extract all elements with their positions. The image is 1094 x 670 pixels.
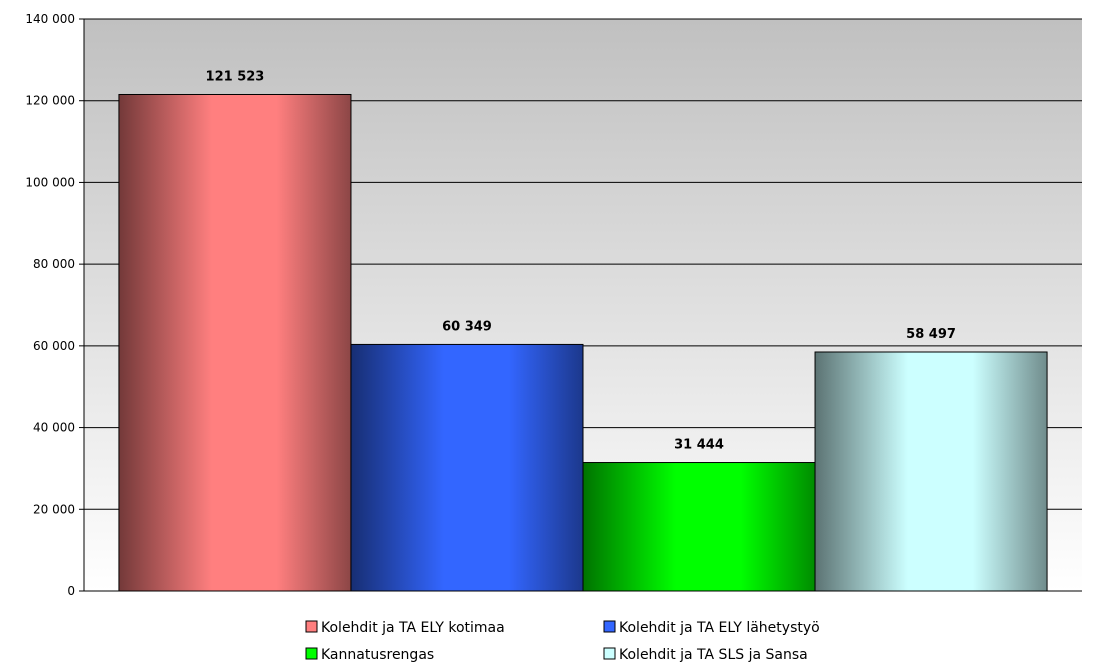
data-label: 121 523 [206, 69, 265, 84]
legend-label: Kannatusrengas [321, 647, 434, 663]
bar-2 [350, 343, 584, 592]
y-tick-label: 80 000 [33, 257, 75, 271]
y-tick-label: 60 000 [33, 339, 75, 353]
y-tick-label: 120 000 [25, 94, 75, 108]
bar-4 [814, 351, 1048, 592]
data-label: 60 349 [442, 319, 492, 334]
bar-3 [582, 462, 816, 592]
y-tick-label: 100 000 [25, 175, 75, 189]
legend-swatch [305, 647, 318, 660]
legend-label: Kolehdit ja TA ELY kotimaa [321, 620, 505, 636]
bar-1 [118, 93, 352, 592]
data-label: 31 444 [674, 438, 724, 453]
y-tick-label: 40 000 [33, 421, 75, 435]
legend-swatch [603, 620, 616, 633]
legend: Kolehdit ja TA ELY kotimaa Kolehdit ja TA… [305, 620, 820, 663]
data-label: 58 497 [906, 327, 956, 342]
data-labels: 121 523 60 349 31 444 58 497 [206, 69, 956, 452]
legend-swatch [603, 647, 616, 660]
y-tick-label: 140 000 [25, 12, 75, 26]
axes: 0 20 000 40 000 60 000 80 000 100 000 120 000 1… [25, 12, 1082, 598]
y-tick-label: 20 000 [33, 502, 75, 516]
legend-swatch [305, 620, 318, 633]
y-tick-label: 0 [67, 584, 75, 598]
legend-label: Kolehdit ja TA SLS ja Sansa [619, 647, 808, 663]
legend-label: Kolehdit ja TA ELY lähetystyö [619, 620, 820, 636]
